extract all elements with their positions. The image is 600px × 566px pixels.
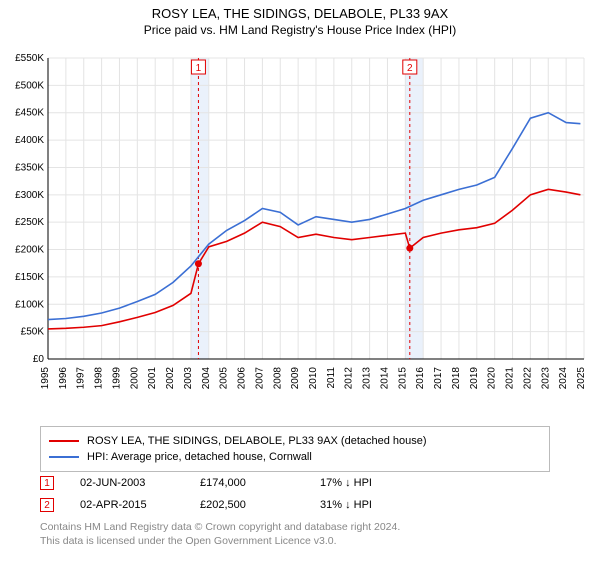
page-title: ROSY LEA, THE SIDINGS, DELABOLE, PL33 9A… bbox=[0, 6, 600, 21]
sale-diff-1: 17% ↓ HPI bbox=[320, 477, 440, 489]
svg-text:£400K: £400K bbox=[15, 135, 44, 146]
svg-text:1997: 1997 bbox=[76, 367, 87, 390]
svg-text:2022: 2022 bbox=[522, 367, 533, 390]
svg-text:£50K: £50K bbox=[21, 327, 45, 338]
svg-text:2016: 2016 bbox=[415, 367, 426, 390]
legend: ROSY LEA, THE SIDINGS, DELABOLE, PL33 9A… bbox=[40, 426, 550, 472]
svg-text:1998: 1998 bbox=[94, 367, 105, 390]
sale-price-1: £174,000 bbox=[200, 477, 320, 489]
svg-text:2018: 2018 bbox=[451, 367, 462, 390]
footer-line-2: This data is licensed under the Open Gov… bbox=[40, 534, 560, 548]
svg-text:2013: 2013 bbox=[362, 367, 373, 390]
svg-text:2025: 2025 bbox=[576, 367, 587, 390]
svg-text:£200K: £200K bbox=[15, 245, 44, 256]
svg-text:1999: 1999 bbox=[111, 367, 122, 390]
legend-item-hpi: HPI: Average price, detached house, Corn… bbox=[49, 449, 541, 465]
svg-text:£100K: £100K bbox=[15, 299, 44, 310]
svg-text:2019: 2019 bbox=[469, 367, 480, 390]
svg-text:2011: 2011 bbox=[326, 367, 337, 389]
svg-text:2012: 2012 bbox=[344, 367, 355, 390]
svg-text:2010: 2010 bbox=[308, 367, 319, 390]
legend-label-property: ROSY LEA, THE SIDINGS, DELABOLE, PL33 9A… bbox=[87, 433, 427, 449]
svg-text:2006: 2006 bbox=[237, 367, 248, 390]
sale-date-2: 02-APR-2015 bbox=[80, 499, 200, 511]
svg-text:2020: 2020 bbox=[487, 367, 498, 390]
svg-text:1: 1 bbox=[196, 63, 202, 74]
svg-text:£300K: £300K bbox=[15, 190, 44, 201]
svg-text:£350K: £350K bbox=[15, 162, 44, 173]
svg-text:£0: £0 bbox=[33, 354, 45, 365]
svg-text:2021: 2021 bbox=[505, 367, 516, 390]
line-chart: £0 £50K £100K £150K £200K £250K £300K £350K £400… bbox=[8, 50, 592, 415]
sale-date-1: 02-JUN-2003 bbox=[80, 477, 200, 489]
svg-text:1996: 1996 bbox=[58, 367, 69, 390]
svg-text:2015: 2015 bbox=[397, 367, 408, 390]
legend-item-property: ROSY LEA, THE SIDINGS, DELABOLE, PL33 9A… bbox=[49, 433, 541, 449]
chart-container: ROSY LEA, THE SIDINGS, DELABOLE, PL33 9A… bbox=[0, 6, 600, 566]
legend-swatch-hpi bbox=[49, 456, 79, 458]
sale-row-1: 1 02-JUN-2003 £174,000 17% ↓ HPI bbox=[40, 472, 550, 494]
svg-text:2017: 2017 bbox=[433, 367, 444, 390]
svg-text:2008: 2008 bbox=[272, 367, 283, 390]
footer-line-1: Contains HM Land Registry data © Crown c… bbox=[40, 520, 560, 534]
legend-swatch-property bbox=[49, 440, 79, 442]
svg-text:1995: 1995 bbox=[40, 367, 51, 390]
page-subtitle: Price paid vs. HM Land Registry's House … bbox=[0, 23, 600, 37]
svg-text:2009: 2009 bbox=[290, 367, 301, 390]
svg-text:2002: 2002 bbox=[165, 367, 176, 390]
svg-text:2001: 2001 bbox=[147, 367, 158, 390]
svg-text:2003: 2003 bbox=[183, 367, 194, 390]
chart-area: £0 £50K £100K £150K £200K £250K £300K £350K £400… bbox=[8, 50, 592, 415]
svg-text:2024: 2024 bbox=[558, 367, 569, 390]
svg-text:£150K: £150K bbox=[15, 272, 44, 283]
svg-text:£250K: £250K bbox=[15, 217, 44, 228]
footer: Contains HM Land Registry data © Crown c… bbox=[40, 520, 560, 548]
svg-text:2023: 2023 bbox=[540, 367, 551, 390]
svg-text:£550K: £550K bbox=[15, 53, 44, 64]
svg-text:2014: 2014 bbox=[379, 367, 390, 390]
sale-diff-2: 31% ↓ HPI bbox=[320, 499, 440, 511]
legend-label-hpi: HPI: Average price, detached house, Corn… bbox=[87, 449, 312, 465]
svg-text:2000: 2000 bbox=[129, 367, 140, 390]
svg-text:2007: 2007 bbox=[254, 367, 265, 390]
svg-text:2005: 2005 bbox=[219, 367, 230, 390]
svg-text:£500K: £500K bbox=[15, 80, 44, 91]
sale-marker-1: 1 bbox=[40, 476, 54, 490]
sales-table: 1 02-JUN-2003 £174,000 17% ↓ HPI 2 02-AP… bbox=[40, 472, 550, 516]
svg-text:£450K: £450K bbox=[15, 108, 44, 119]
sale-marker-2: 2 bbox=[40, 498, 54, 512]
svg-text:2004: 2004 bbox=[201, 367, 212, 390]
sale-price-2: £202,500 bbox=[200, 499, 320, 511]
svg-text:2: 2 bbox=[407, 63, 413, 74]
sale-row-2: 2 02-APR-2015 £202,500 31% ↓ HPI bbox=[40, 494, 550, 516]
